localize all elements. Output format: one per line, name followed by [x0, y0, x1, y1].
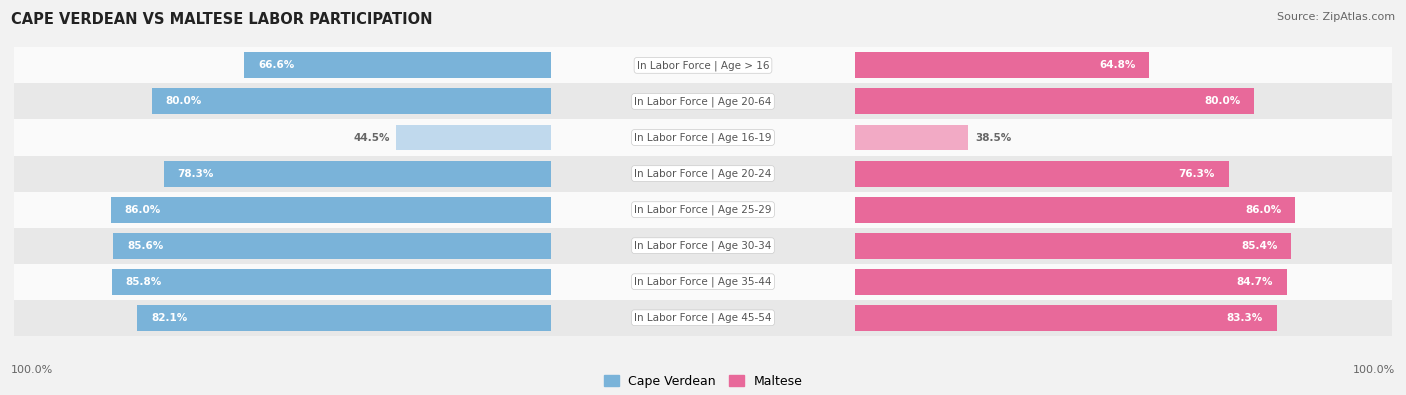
Text: 44.5%: 44.5% [353, 132, 389, 143]
Text: In Labor Force | Age 30-34: In Labor Force | Age 30-34 [634, 241, 772, 251]
Text: In Labor Force | Age 25-29: In Labor Force | Age 25-29 [634, 204, 772, 215]
Text: In Labor Force | Age > 16: In Labor Force | Age > 16 [637, 60, 769, 71]
Bar [855, 269, 1286, 295]
Bar [855, 305, 1277, 331]
Text: 100.0%: 100.0% [1353, 365, 1395, 375]
Bar [855, 124, 969, 150]
Bar [14, 192, 1392, 228]
Bar [14, 264, 1392, 300]
Text: 66.6%: 66.6% [257, 60, 294, 70]
Text: 78.3%: 78.3% [177, 169, 214, 179]
Text: In Labor Force | Age 20-24: In Labor Force | Age 20-24 [634, 168, 772, 179]
Bar [14, 228, 1392, 264]
Text: In Labor Force | Age 16-19: In Labor Force | Age 16-19 [634, 132, 772, 143]
Legend: Cape Verdean, Maltese: Cape Verdean, Maltese [599, 370, 807, 393]
Bar [112, 269, 551, 295]
Text: 80.0%: 80.0% [166, 96, 202, 107]
Text: 76.3%: 76.3% [1178, 169, 1215, 179]
Text: 83.3%: 83.3% [1227, 313, 1263, 323]
Text: 80.0%: 80.0% [1204, 96, 1240, 107]
Text: 86.0%: 86.0% [1246, 205, 1282, 214]
Bar [14, 300, 1392, 336]
Bar [111, 197, 551, 222]
Text: CAPE VERDEAN VS MALTESE LABOR PARTICIPATION: CAPE VERDEAN VS MALTESE LABOR PARTICIPAT… [11, 12, 433, 27]
Bar [855, 233, 1291, 259]
Bar [855, 197, 1295, 222]
Text: Source: ZipAtlas.com: Source: ZipAtlas.com [1277, 12, 1395, 22]
Bar [855, 88, 1254, 115]
Text: 85.4%: 85.4% [1241, 241, 1278, 251]
Bar [14, 156, 1392, 192]
Bar [14, 47, 1392, 83]
Bar [855, 53, 1150, 78]
Bar [114, 233, 551, 259]
Bar [163, 161, 551, 186]
Bar [138, 305, 551, 331]
Bar [245, 53, 551, 78]
Bar [396, 124, 551, 150]
Text: In Labor Force | Age 20-64: In Labor Force | Age 20-64 [634, 96, 772, 107]
Text: 85.6%: 85.6% [127, 241, 163, 251]
Text: 100.0%: 100.0% [11, 365, 53, 375]
Bar [14, 119, 1392, 156]
Bar [855, 161, 1229, 186]
Text: 84.7%: 84.7% [1236, 276, 1272, 287]
Text: 86.0%: 86.0% [124, 205, 160, 214]
Text: In Labor Force | Age 35-44: In Labor Force | Age 35-44 [634, 276, 772, 287]
Bar [14, 83, 1392, 119]
Bar [152, 88, 551, 115]
Text: 38.5%: 38.5% [976, 132, 1011, 143]
Text: In Labor Force | Age 45-54: In Labor Force | Age 45-54 [634, 312, 772, 323]
Text: 82.1%: 82.1% [152, 313, 187, 323]
Text: 64.8%: 64.8% [1099, 60, 1136, 70]
Text: 85.8%: 85.8% [125, 276, 162, 287]
